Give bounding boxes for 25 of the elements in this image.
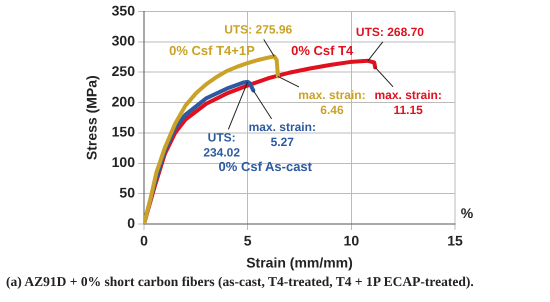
x-tick-label: 15 [447, 232, 463, 248]
y-tick-label: 150 [112, 124, 136, 140]
annotation: max. strain: 5.27 [248, 120, 316, 150]
y-tick-label: 250 [112, 63, 136, 79]
series-label: 0% Csf T4+1P [169, 42, 256, 58]
x-axis-title: Strain (mm/mm) [246, 254, 353, 270]
annotation: max. strain: 6.46 [298, 88, 366, 118]
x-tick-label: 5 [244, 232, 252, 248]
annotation: max. strain: 11.15 [374, 88, 442, 118]
x-tick-label: 0 [140, 232, 148, 248]
text: 0% Csf As-cast [218, 158, 313, 174]
text: % [460, 204, 474, 221]
series-label: 0% Csf T4 [291, 42, 354, 58]
x-tick-label: 10 [344, 232, 360, 248]
y-tick-label: 300 [112, 32, 136, 49]
y-tick-label: 100 [112, 154, 136, 170]
y-tick-label: 200 [112, 93, 136, 110]
y-axis-title: Stress (MPa) [83, 75, 100, 160]
y-tick-label: 0 [127, 214, 136, 231]
annotation: UTS: 234.02 [203, 130, 240, 160]
y-tick-label: 50 [119, 184, 136, 200]
annotation: UTS: 275.96 [224, 22, 293, 37]
text: (a) AZ91D + 0% short carbon fibers (as-cast, T4-treated, T4 + 1P ECAP-treated). [6, 274, 474, 290]
y-tick-label: 350 [112, 2, 136, 18]
annotation: UTS: 268.70 [356, 25, 424, 40]
